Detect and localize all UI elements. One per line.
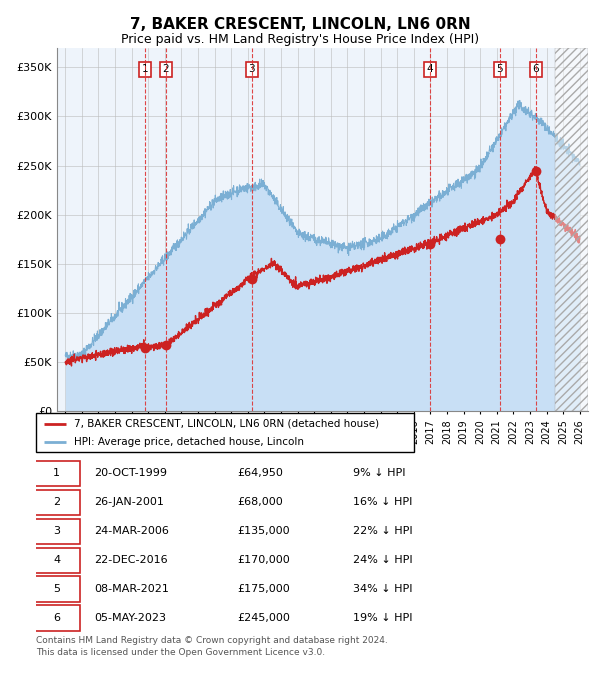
FancyBboxPatch shape xyxy=(33,605,80,630)
Point xyxy=(425,239,435,250)
Text: £135,000: £135,000 xyxy=(238,526,290,537)
Text: 1: 1 xyxy=(142,65,148,74)
FancyBboxPatch shape xyxy=(33,577,80,602)
FancyBboxPatch shape xyxy=(33,461,80,486)
Text: 2: 2 xyxy=(53,497,60,507)
Text: 4: 4 xyxy=(427,65,433,74)
Text: £68,000: £68,000 xyxy=(238,497,283,507)
Text: 3: 3 xyxy=(248,65,255,74)
Text: 16% ↓ HPI: 16% ↓ HPI xyxy=(353,497,413,507)
FancyBboxPatch shape xyxy=(33,547,80,573)
Text: 20-OCT-1999: 20-OCT-1999 xyxy=(94,469,167,479)
Point xyxy=(531,165,541,176)
Text: 05-MAY-2023: 05-MAY-2023 xyxy=(94,613,166,623)
Point xyxy=(495,234,505,245)
Text: 6: 6 xyxy=(532,65,539,74)
Point xyxy=(161,339,171,350)
Text: 22% ↓ HPI: 22% ↓ HPI xyxy=(353,526,413,537)
Text: 4: 4 xyxy=(53,555,60,565)
FancyBboxPatch shape xyxy=(36,413,414,452)
Point xyxy=(247,273,256,284)
Text: 26-JAN-2001: 26-JAN-2001 xyxy=(94,497,164,507)
Text: HPI: Average price, detached house, Lincoln: HPI: Average price, detached house, Linc… xyxy=(74,437,304,447)
Text: 3: 3 xyxy=(53,526,60,537)
Text: 08-MAR-2021: 08-MAR-2021 xyxy=(94,584,169,594)
Text: £170,000: £170,000 xyxy=(238,555,290,565)
Text: Price paid vs. HM Land Registry's House Price Index (HPI): Price paid vs. HM Land Registry's House … xyxy=(121,33,479,46)
Text: 5: 5 xyxy=(53,584,60,594)
Text: 5: 5 xyxy=(497,65,503,74)
Text: 34% ↓ HPI: 34% ↓ HPI xyxy=(353,584,413,594)
Text: 7, BAKER CRESCENT, LINCOLN, LN6 0RN: 7, BAKER CRESCENT, LINCOLN, LN6 0RN xyxy=(130,17,470,32)
Text: Contains HM Land Registry data © Crown copyright and database right 2024.
This d: Contains HM Land Registry data © Crown c… xyxy=(36,636,388,657)
Text: £64,950: £64,950 xyxy=(238,469,283,479)
Text: £245,000: £245,000 xyxy=(238,613,290,623)
FancyBboxPatch shape xyxy=(33,519,80,544)
Text: 1: 1 xyxy=(53,469,60,479)
Text: 7, BAKER CRESCENT, LINCOLN, LN6 0RN (detached house): 7, BAKER CRESCENT, LINCOLN, LN6 0RN (det… xyxy=(74,419,379,429)
Text: 22-DEC-2016: 22-DEC-2016 xyxy=(94,555,167,565)
Text: 24-MAR-2006: 24-MAR-2006 xyxy=(94,526,169,537)
Bar xyxy=(555,48,588,411)
Text: 19% ↓ HPI: 19% ↓ HPI xyxy=(353,613,413,623)
Text: 9% ↓ HPI: 9% ↓ HPI xyxy=(353,469,406,479)
FancyBboxPatch shape xyxy=(33,490,80,515)
Text: 2: 2 xyxy=(163,65,169,74)
Text: 24% ↓ HPI: 24% ↓ HPI xyxy=(353,555,413,565)
Text: £175,000: £175,000 xyxy=(238,584,290,594)
Point xyxy=(140,342,150,353)
Text: 6: 6 xyxy=(53,613,60,623)
Bar xyxy=(555,48,588,411)
